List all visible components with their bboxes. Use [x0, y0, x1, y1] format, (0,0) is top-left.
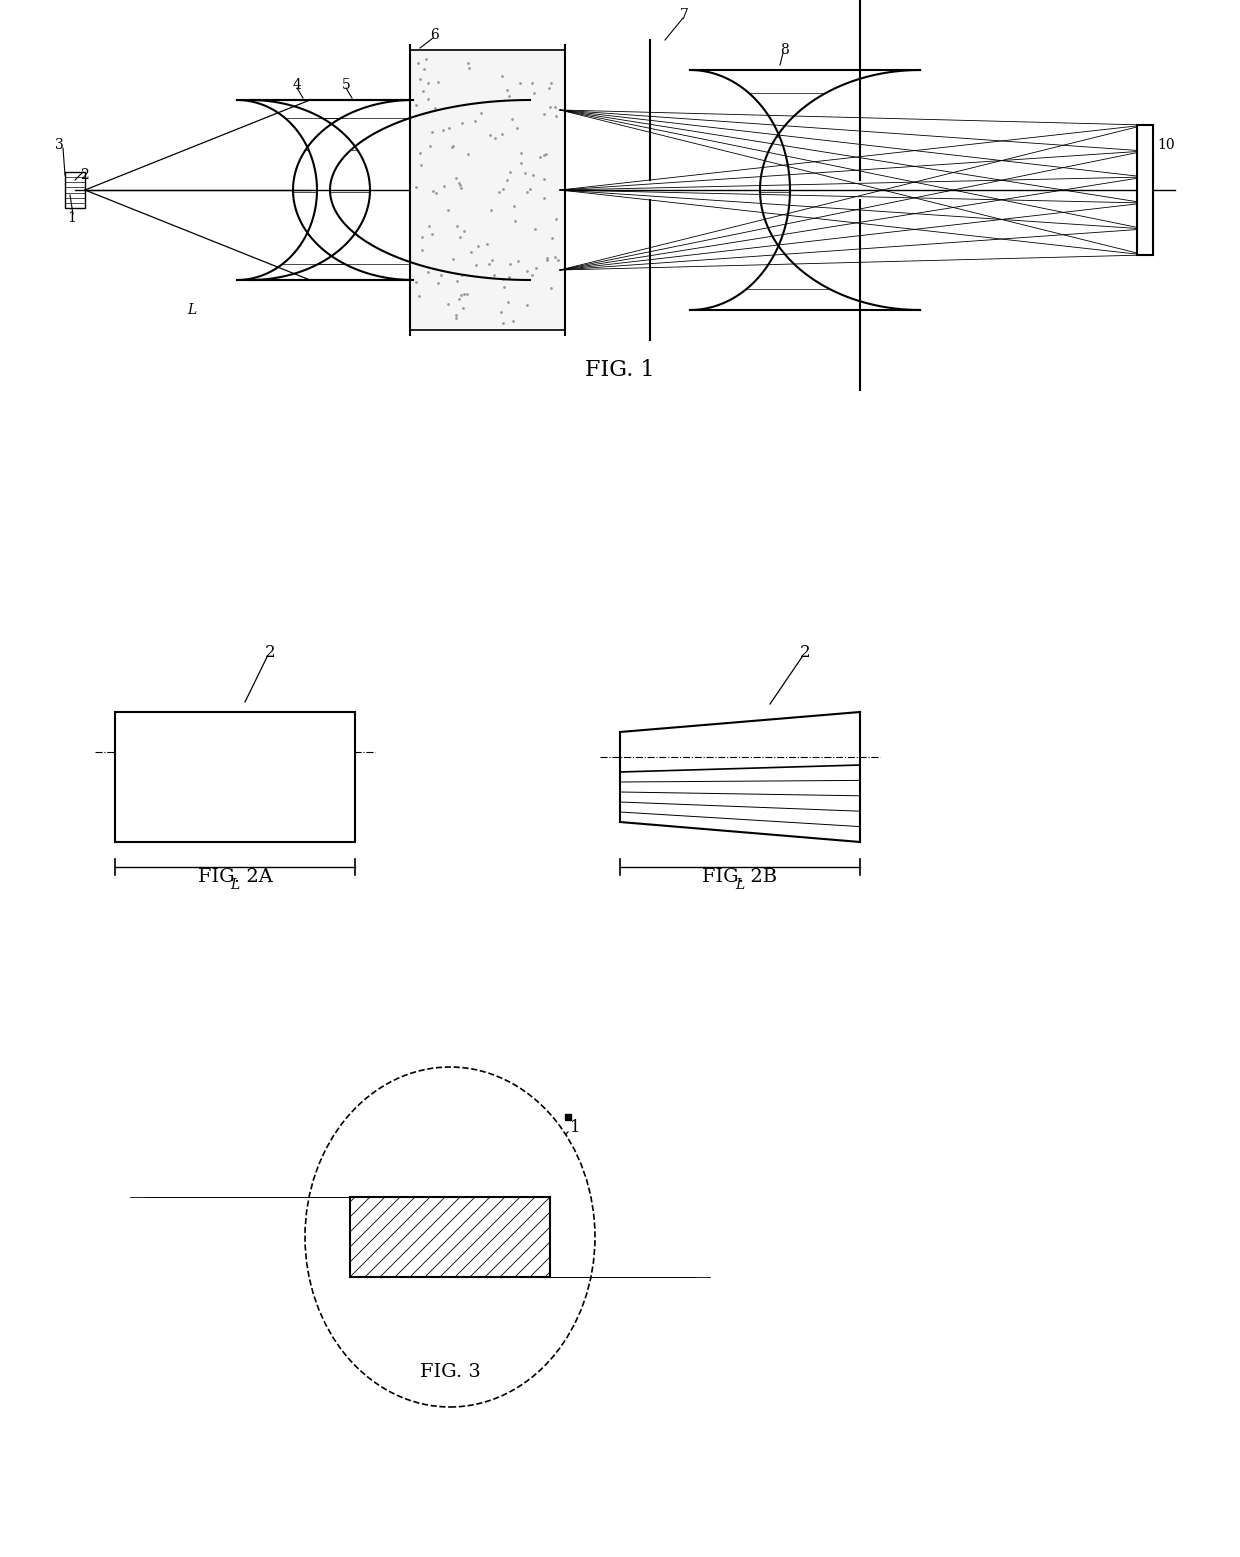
Text: FIG. 3: FIG. 3	[419, 1362, 480, 1381]
Bar	[115, 712, 355, 842]
Text: 7: 7	[680, 8, 689, 22]
Text: 2: 2	[81, 168, 89, 182]
Text: 5: 5	[342, 78, 351, 92]
Text: 10: 10	[1157, 139, 1174, 153]
Text: L: L	[735, 878, 745, 892]
Text: 6: 6	[430, 28, 439, 42]
Ellipse shape	[305, 1067, 595, 1408]
Text: 8: 8	[780, 44, 789, 58]
Text: 1: 1	[570, 1118, 580, 1135]
Text: 3: 3	[55, 139, 63, 153]
Text: L: L	[231, 878, 239, 892]
Text: 1: 1	[67, 212, 76, 226]
Text: L: L	[187, 304, 197, 318]
Text: FIG. 1: FIG. 1	[585, 360, 655, 381]
Text: FIG. 2B: FIG. 2B	[702, 867, 777, 886]
Bar	[1137, 125, 1153, 255]
Bar	[410, 50, 565, 330]
Text: 2: 2	[265, 643, 275, 660]
Bar	[64, 171, 86, 209]
Bar	[350, 1197, 551, 1277]
Text: 4: 4	[293, 78, 301, 92]
Bar	[350, 1197, 551, 1277]
Text: 2: 2	[800, 643, 811, 660]
Text: FIG. 2A: FIG. 2A	[197, 867, 273, 886]
